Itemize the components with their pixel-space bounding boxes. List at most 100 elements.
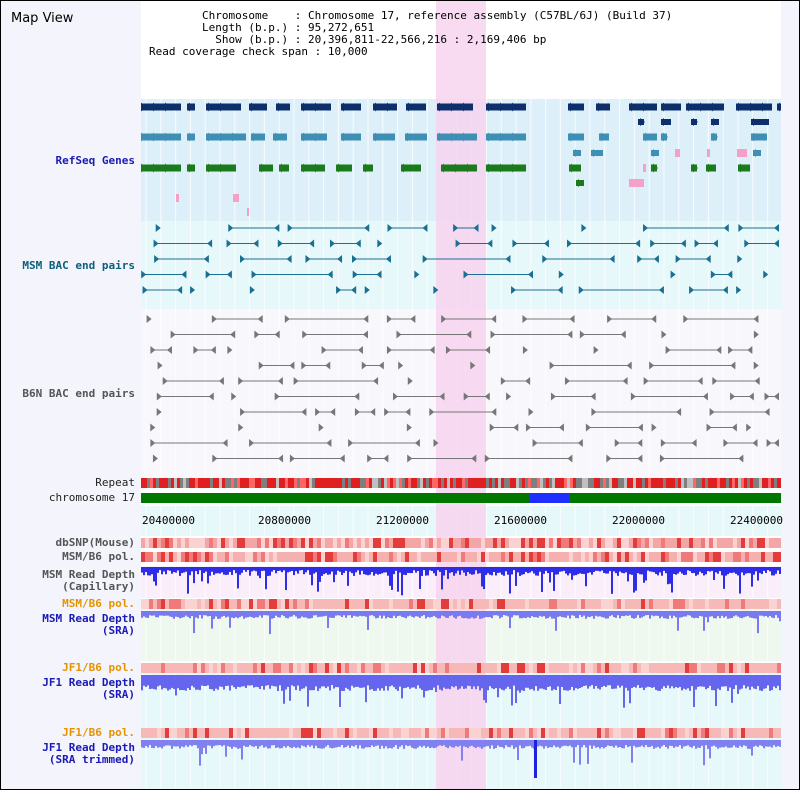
read-depth-bar — [195, 740, 197, 746]
read-depth-bar — [565, 675, 567, 691]
snp-density-cell — [213, 663, 217, 673]
read-depth-bar — [575, 740, 577, 748]
repeat-mark — [633, 478, 636, 488]
read-depth-bar — [195, 567, 197, 572]
read-depth-bar — [445, 675, 447, 689]
read-depth-bar — [471, 740, 473, 746]
read-depth-bar — [347, 567, 349, 586]
read-depth-bar — [551, 567, 553, 573]
track-label-jf1-depth-sra[interactable]: JF1 Read Depth (SRA) — [42, 676, 135, 701]
read-depth-bar — [663, 567, 665, 571]
read-depth-bar — [677, 740, 679, 747]
read-depth-bar — [435, 675, 437, 692]
bac-end-marker — [653, 255, 659, 263]
read-depth-bar — [595, 567, 597, 571]
gene-arrow — [575, 149, 580, 157]
read-depth-bar — [311, 611, 313, 618]
read-depth-bar — [545, 675, 547, 690]
snp-density-cell — [477, 663, 481, 673]
snp-density-cell — [733, 599, 737, 609]
snp-density-cell — [669, 599, 673, 609]
repeat-mark — [216, 478, 219, 488]
read-depth-bar — [597, 675, 599, 689]
read-depth-bar — [159, 740, 161, 748]
read-depth-bar — [749, 567, 751, 574]
snp-density-cell — [489, 663, 493, 673]
snp-density-cell — [721, 728, 725, 738]
read-depth-bar — [677, 611, 679, 631]
read-depth-bar — [445, 611, 447, 618]
bac-end-marker — [274, 330, 280, 339]
read-depth-bar — [451, 740, 453, 748]
snp-density-cell — [461, 599, 465, 609]
read-depth-bar — [367, 675, 369, 686]
snp-density-cell — [145, 728, 149, 738]
track-label-jf1-depth-trimmed[interactable]: JF1 Read Depth (SRA trimmed) — [42, 741, 135, 766]
track-label-chromosome[interactable]: chromosome 17 — [48, 491, 135, 504]
read-depth-bar — [205, 567, 207, 572]
read-depth-bar — [641, 675, 643, 688]
gene-block — [139, 164, 181, 172]
snp-density-cell — [337, 599, 341, 609]
snp-density-cell — [149, 728, 153, 738]
bac-end-marker — [485, 346, 491, 354]
read-depth-bar — [637, 740, 639, 748]
read-depth-bar — [375, 740, 377, 746]
track-label-msm-pol-1[interactable]: MSM/B6 pol. — [62, 550, 135, 563]
read-depth-bar — [635, 675, 637, 688]
track-label-refseq[interactable]: RefSeq Genes — [55, 154, 135, 167]
snp-density-cell — [189, 728, 193, 738]
bac-end-marker — [154, 255, 160, 263]
snp-density-cell — [757, 599, 761, 609]
read-depth-bar — [177, 740, 179, 747]
snp-density-cell — [377, 728, 381, 738]
read-depth-bar — [633, 675, 635, 687]
track-label-msm-depth-capillary[interactable]: MSM Read Depth (Capillary) — [42, 568, 135, 593]
snp-density-cell — [685, 663, 689, 673]
track-label-repeat[interactable]: Repeat — [95, 476, 135, 489]
read-depth-bar — [173, 675, 175, 689]
track-label-msm-depth-sra[interactable]: MSM Read Depth (SRA) — [42, 612, 135, 637]
read-depth-bar — [691, 611, 693, 618]
snp-density-cell — [377, 663, 381, 673]
snp-density-cell — [557, 538, 561, 548]
read-depth-bar — [665, 611, 667, 619]
snp-density-cell — [677, 663, 681, 673]
snp-density-cell — [681, 599, 685, 609]
track-label-b6n-bac[interactable]: B6N BAC end pairs — [22, 387, 135, 400]
snp-density-cell — [441, 552, 445, 562]
gene-arrow — [451, 102, 456, 112]
snp-density-cell — [381, 538, 385, 548]
snp-density-cell — [753, 599, 757, 609]
snp-density-cell — [637, 538, 641, 548]
track-label-jf1-pol-1[interactable]: JF1/B6 pol. — [62, 661, 135, 674]
track-label-dbsnp[interactable]: dbSNP(Mouse) — [55, 536, 135, 549]
gene-arrow — [141, 102, 146, 112]
track-label-jf1-pol-2[interactable]: JF1/B6 pol. — [62, 726, 135, 739]
read-depth-bar — [267, 740, 269, 749]
read-depth-bar — [557, 611, 559, 617]
snp-density-cell — [689, 599, 693, 609]
track-label-msm-pol-2[interactable]: MSM/B6 pol. — [62, 597, 135, 610]
read-depth-bar — [255, 611, 257, 618]
snp-density-cell — [605, 538, 609, 548]
read-depth-bar — [273, 675, 275, 687]
repeat-mark — [285, 478, 288, 488]
read-depth-bar — [283, 611, 285, 617]
read-depth-bar — [233, 567, 235, 571]
gene-arrow — [512, 102, 517, 112]
read-depth-bar — [249, 740, 251, 746]
read-depth-bar — [591, 740, 593, 749]
snp-density-cell — [701, 728, 705, 738]
bac-end-marker — [567, 330, 573, 339]
read-depth-bar — [383, 611, 385, 616]
read-depth-bar — [273, 740, 275, 746]
read-depth-bar — [217, 567, 219, 574]
gene-block — [373, 133, 395, 141]
chromosome-bar — [141, 493, 781, 503]
snp-density-cell — [705, 599, 709, 609]
read-depth-bar — [389, 567, 391, 586]
gene-arrow — [281, 163, 286, 173]
track-label-msm-bac[interactable]: MSM BAC end pairs — [22, 259, 135, 272]
